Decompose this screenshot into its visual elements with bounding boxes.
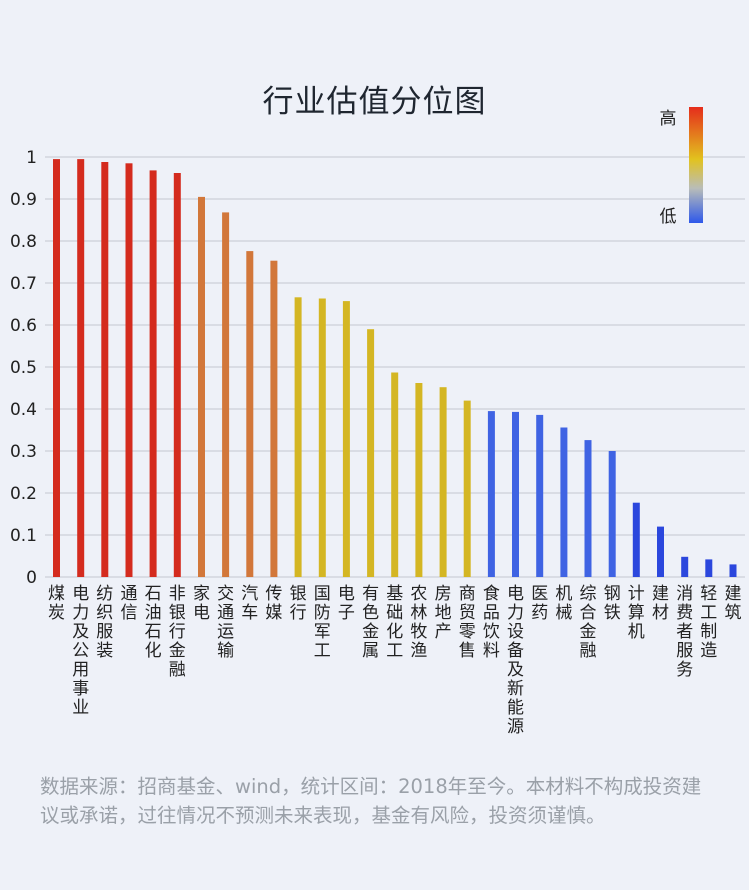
x-category-label: 通信	[121, 584, 138, 623]
legend-high-label: 高	[660, 109, 677, 129]
bar-汽车	[246, 251, 254, 577]
bar-国防军工	[318, 298, 326, 577]
y-tick-label: 0.2	[10, 484, 37, 504]
bar-非银行金融	[173, 173, 181, 577]
x-category-label: 银行	[290, 584, 307, 623]
x-category-label: 电子	[338, 584, 355, 623]
y-tick-label: 0.8	[10, 232, 37, 252]
x-category-label: 基础化工	[386, 584, 403, 661]
y-tick-label: 0.4	[10, 400, 37, 420]
x-category-label: 煤炭	[48, 584, 65, 623]
x-category-label: 汽车	[241, 584, 258, 623]
y-tick-label: 0.3	[10, 442, 37, 462]
bar-消费者服务	[681, 556, 689, 577]
bar-建筑	[729, 564, 737, 577]
bar-计算机	[632, 502, 640, 577]
bar-农林牧渔	[415, 383, 423, 577]
x-category-label: 建材	[652, 584, 669, 623]
x-category-label: 钢铁	[604, 584, 621, 623]
x-category-label: 电力设备及新能源	[507, 584, 524, 737]
bar-通信	[125, 163, 133, 578]
x-category-label: 纺织服装	[96, 584, 113, 661]
x-category-label: 建筑	[725, 584, 742, 623]
x-category-label: 国防军工	[314, 584, 331, 661]
x-category-label: 综合金融	[580, 584, 597, 661]
bar-机械	[560, 427, 568, 577]
bar-商贸零售	[463, 400, 471, 577]
bar-交通运输	[222, 212, 230, 577]
x-category-label: 电力及公用事业	[72, 584, 89, 718]
bar-传媒	[270, 260, 278, 577]
bar-石油石化	[149, 170, 157, 577]
bar-轻工制造	[705, 559, 713, 577]
y-tick-label: 0.9	[10, 190, 37, 210]
bar-基础化工	[391, 372, 399, 577]
bar-建材	[657, 526, 664, 577]
x-category-label: 家电	[193, 584, 210, 623]
x-category-label: 轻工制造	[700, 584, 717, 661]
bar-医药	[536, 414, 544, 577]
x-category-label: 交通运输	[217, 584, 234, 661]
x-category-label: 消费者服务	[676, 584, 693, 680]
y-tick-label: 0.5	[10, 358, 37, 378]
x-category-label: 非银行金融	[169, 584, 186, 680]
x-category-label: 医药	[531, 584, 548, 623]
x-category-label: 商贸零售	[459, 584, 476, 661]
bar-有色金属	[367, 329, 375, 577]
bar-煤炭	[53, 159, 60, 577]
y-tick-label: 0.6	[10, 316, 37, 336]
bar-银行	[294, 297, 302, 577]
bar-电力设备及新能源	[512, 411, 519, 577]
bars	[53, 159, 737, 578]
x-category-label: 有色金属	[362, 584, 379, 661]
bar-家电	[198, 196, 205, 577]
x-category-label: 机械	[555, 584, 572, 623]
x-category-label: 食品饮料	[483, 584, 500, 661]
bar-房地产	[439, 387, 447, 577]
x-category-label: 传媒	[265, 584, 282, 623]
chart-title: 行业估值分位图	[262, 84, 487, 120]
bar-食品饮料	[487, 411, 495, 577]
x-category-label: 计算机	[628, 584, 645, 642]
bar-电力及公用事业	[77, 159, 85, 577]
bar-综合金融	[584, 440, 592, 577]
y-axis: 0 0.1 0.2 0.3 0.4 0.5 0.6 0.7 0.8 0.9 1	[10, 148, 37, 588]
y-tick-label: 0	[26, 568, 37, 588]
x-category-label: 农林牧渔	[410, 584, 427, 661]
bar-钢铁	[608, 451, 616, 577]
x-category-label: 房地产	[435, 584, 452, 642]
bar-纺织服装	[101, 162, 109, 577]
legend-low-label: 低	[660, 207, 677, 227]
bar-电子	[342, 301, 350, 577]
y-tick-label: 0.7	[10, 274, 37, 294]
x-axis: 煤炭电力及公用事业纺织服装通信石油石化非银行金融家电交通运输汽车传媒银行国防军工…	[48, 584, 742, 737]
x-category-label: 石油石化	[145, 584, 162, 661]
bar-chart: 0 0.1 0.2 0.3 0.4 0.5 0.6 0.7 0.8 0.9 1 煤炭电力及公用事业纺…	[10, 107, 745, 737]
source-note: 数据来源：招商基金、wind，统计区间：2018年至今。本材料不构成投资建议或承…	[40, 775, 702, 827]
color-legend: 高 低	[660, 107, 703, 227]
y-tick-label: 0.1	[10, 526, 37, 546]
y-tick-label: 1	[26, 148, 37, 168]
legend-gradient-bar	[689, 107, 703, 223]
